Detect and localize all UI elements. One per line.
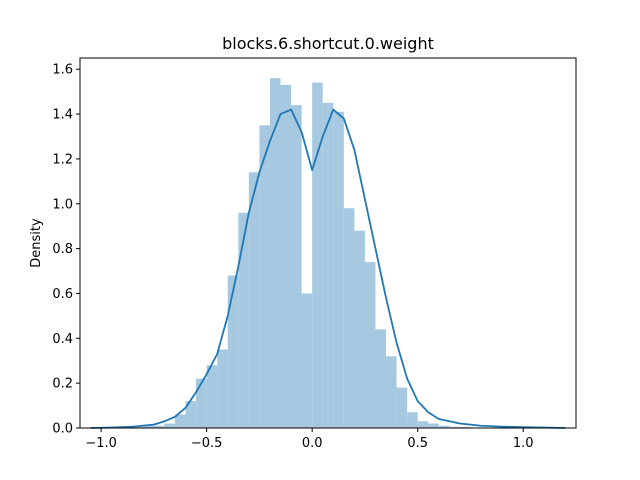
y-tick-label: 0.8 <box>52 242 73 257</box>
histogram-bar <box>291 105 302 428</box>
x-tick-label: −1.0 <box>85 436 117 451</box>
histogram-bar <box>164 423 175 428</box>
histogram-bar <box>153 425 165 428</box>
y-tick-label: 0.6 <box>52 287 73 302</box>
histogram-bar <box>354 230 365 428</box>
histogram-bar <box>375 329 387 428</box>
histogram-bar <box>386 356 397 428</box>
y-tick-label: 1.2 <box>52 152 73 167</box>
histogram-bar <box>143 425 154 428</box>
y-axis-label: Density <box>29 218 44 268</box>
x-tick-label: −0.5 <box>191 436 223 451</box>
histogram-bar <box>322 102 334 429</box>
histogram-bar <box>459 426 471 428</box>
y-tick-label: 1.6 <box>52 63 73 78</box>
histogram-bar <box>174 414 186 428</box>
plot-frame <box>79 57 577 429</box>
histogram-bar <box>217 349 228 428</box>
x-tick-label: 0.5 <box>407 436 428 451</box>
x-tick-label: 0.0 <box>302 436 323 451</box>
histogram-bar <box>185 401 197 428</box>
kde-curve <box>90 108 566 429</box>
histogram-bar <box>333 111 344 429</box>
histogram-bar <box>343 208 355 428</box>
histogram-bar <box>280 84 292 428</box>
chart-title: blocks.6.shortcut.0.weight <box>222 34 434 53</box>
histogram-bar <box>227 275 239 428</box>
histogram-bar <box>417 421 429 428</box>
histogram-bar <box>206 365 218 428</box>
x-tick-label: 1.0 <box>513 436 534 451</box>
y-tick-label: 0.4 <box>52 332 73 347</box>
histogram-bar <box>396 387 408 428</box>
histogram-bar <box>364 262 376 428</box>
histogram-bar <box>449 426 460 428</box>
histogram-bars <box>122 78 471 429</box>
y-tick-label: 1.0 <box>52 197 73 212</box>
histogram-bar <box>407 412 418 428</box>
histogram-bar <box>248 172 260 428</box>
histogram-bar <box>301 293 313 428</box>
x-axis-ticks: −1.0 −0.5 0.0 0.5 1.0 <box>85 428 534 451</box>
histogram-bar <box>428 423 439 428</box>
histogram-bar <box>438 425 450 428</box>
histogram-bar <box>132 426 144 428</box>
y-tick-label: 0.2 <box>52 377 73 392</box>
histogram-bar <box>312 82 323 429</box>
histogram-bar <box>238 212 249 428</box>
y-tick-label: 1.4 <box>52 108 73 123</box>
histogram-bar <box>269 78 281 428</box>
y-axis-ticks: 0.0 0.2 0.4 0.6 0.8 1.0 1.2 1.4 1.6 <box>52 63 80 437</box>
histogram-bar <box>259 125 270 428</box>
y-tick-label: 0.0 <box>52 422 73 437</box>
histogram-bar <box>196 378 207 428</box>
